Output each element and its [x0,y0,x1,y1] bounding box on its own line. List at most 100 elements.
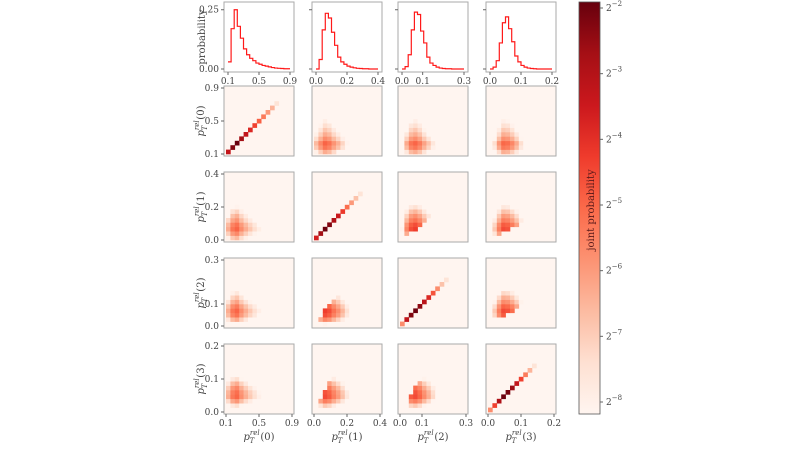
heatmap-cell [417,304,423,309]
heatmap-cell [422,218,427,223]
heatmap-cell [239,209,244,214]
heatmap-cell [496,209,502,214]
heatmap-cell [422,376,427,382]
heatmap-cell [514,222,520,228]
x-tick-label: 0.0 [393,419,408,429]
heatmap-cell [501,304,506,309]
heatmap-cell [226,149,231,155]
heatmap-cell [327,398,332,404]
heatmap-panel-1-2 [397,171,469,243]
heatmap-cell [505,200,511,206]
tick-base: 2 [606,135,612,145]
heatmap-cell [505,218,511,223]
heatmap-cell [243,226,249,232]
heatmap-cell [243,394,249,400]
heatmap-cell [331,123,337,128]
y-axis-label-0: prelT (0) [193,105,209,136]
heatmap-cell [336,381,341,386]
heatmap-cell [408,226,414,232]
heatmap-cell [331,132,337,137]
heatmap-cell [226,295,231,300]
colorbar-tick-label: 2−8 [606,394,622,408]
heatmap-cell [510,308,515,314]
heatmap-cell [413,140,418,146]
label-sub: T [201,296,209,302]
x-tick-label: 0.2 [340,419,354,429]
heatmap-cell [239,136,244,142]
heatmap-cell [408,222,414,228]
heatmap-cell [501,127,506,133]
heatmap-cell [488,140,493,146]
heatmap-cell [248,299,253,305]
heatmap-cell [314,127,319,133]
heatmap-cell [510,149,515,155]
heatmap-cell [514,304,520,309]
heatmap-cell [408,209,414,214]
heatmap-cell [331,317,337,322]
heatmap-cell [496,149,502,155]
heatmap-cell [413,114,418,120]
label-sup: rel [193,378,201,388]
heatmap-cell [234,299,240,305]
heatmap-cell [239,222,244,228]
heatmap-cell [248,304,253,309]
heatmap-cell [492,213,498,219]
heatmap-cell [417,394,423,400]
heatmap-cell [327,222,332,228]
heatmap-cell [234,213,240,219]
heatmap-cell [413,394,418,400]
heatmap-cell [252,390,258,395]
label-sub: T [201,210,209,216]
heatmap-cell [349,304,354,309]
heatmap-panel-2-1 [311,257,383,329]
heatmap-cell [492,317,498,322]
heatmap-cell [439,282,445,287]
heatmap-cell [230,222,236,228]
heatmap-cell [243,376,249,382]
heatmap-cell [243,381,249,386]
heatmap-cell [505,118,511,124]
heatmap-cell [510,295,515,300]
heatmap-cell [422,213,427,219]
heatmap-cell [408,123,414,128]
heatmap-cell [252,299,258,305]
heatmap-cell [413,218,418,223]
heatmap-cell [252,231,258,236]
heatmap-cell [488,312,493,318]
heatmap-cell [340,312,346,318]
heatmap-cell [349,312,354,318]
heatmap-cell [505,299,511,305]
heatmap-cell [256,222,262,228]
heatmap-cell [261,390,266,395]
heatmap-cell [518,218,524,223]
y-axis-label-1: prelT (1) [193,191,209,222]
heatmap-cell [340,295,346,300]
heatmap-cell [404,132,410,137]
heatmap-cell [496,290,502,296]
heatmap-cell [349,394,354,400]
y-axis-label-2: prelT (2) [193,277,209,308]
label-arg: (2) [196,277,207,291]
y-tick-label: 0.2 [205,342,219,352]
x-tick-label: 0.0 [307,419,322,429]
heatmap-cell [496,204,502,210]
heatmap-cell [243,218,249,223]
heatmap-cell [510,304,515,309]
heatmap-cell [226,299,231,305]
tick-base: 2 [606,201,612,211]
colorbar-tick-label: 2−5 [606,197,622,211]
heatmap-cell [248,222,253,228]
heatmap-cell [488,226,493,232]
y-tick-label: 0.0 [205,322,220,332]
heatmap-cell [488,222,493,228]
heatmap-cell [327,132,332,137]
heatmap-cell [331,394,337,400]
heatmap-panel-0-2 [397,85,469,157]
heatmap-panel-3-3: 0.0 0.1 0.2 [481,343,561,429]
heatmap-panel-3-1: 0.0 0.2 0.4 [307,343,387,429]
heatmap-cell [331,299,337,305]
heatmap-cell [318,123,324,128]
heatmap-cell [256,304,262,309]
y-tick-label: 0.00 [199,65,219,75]
